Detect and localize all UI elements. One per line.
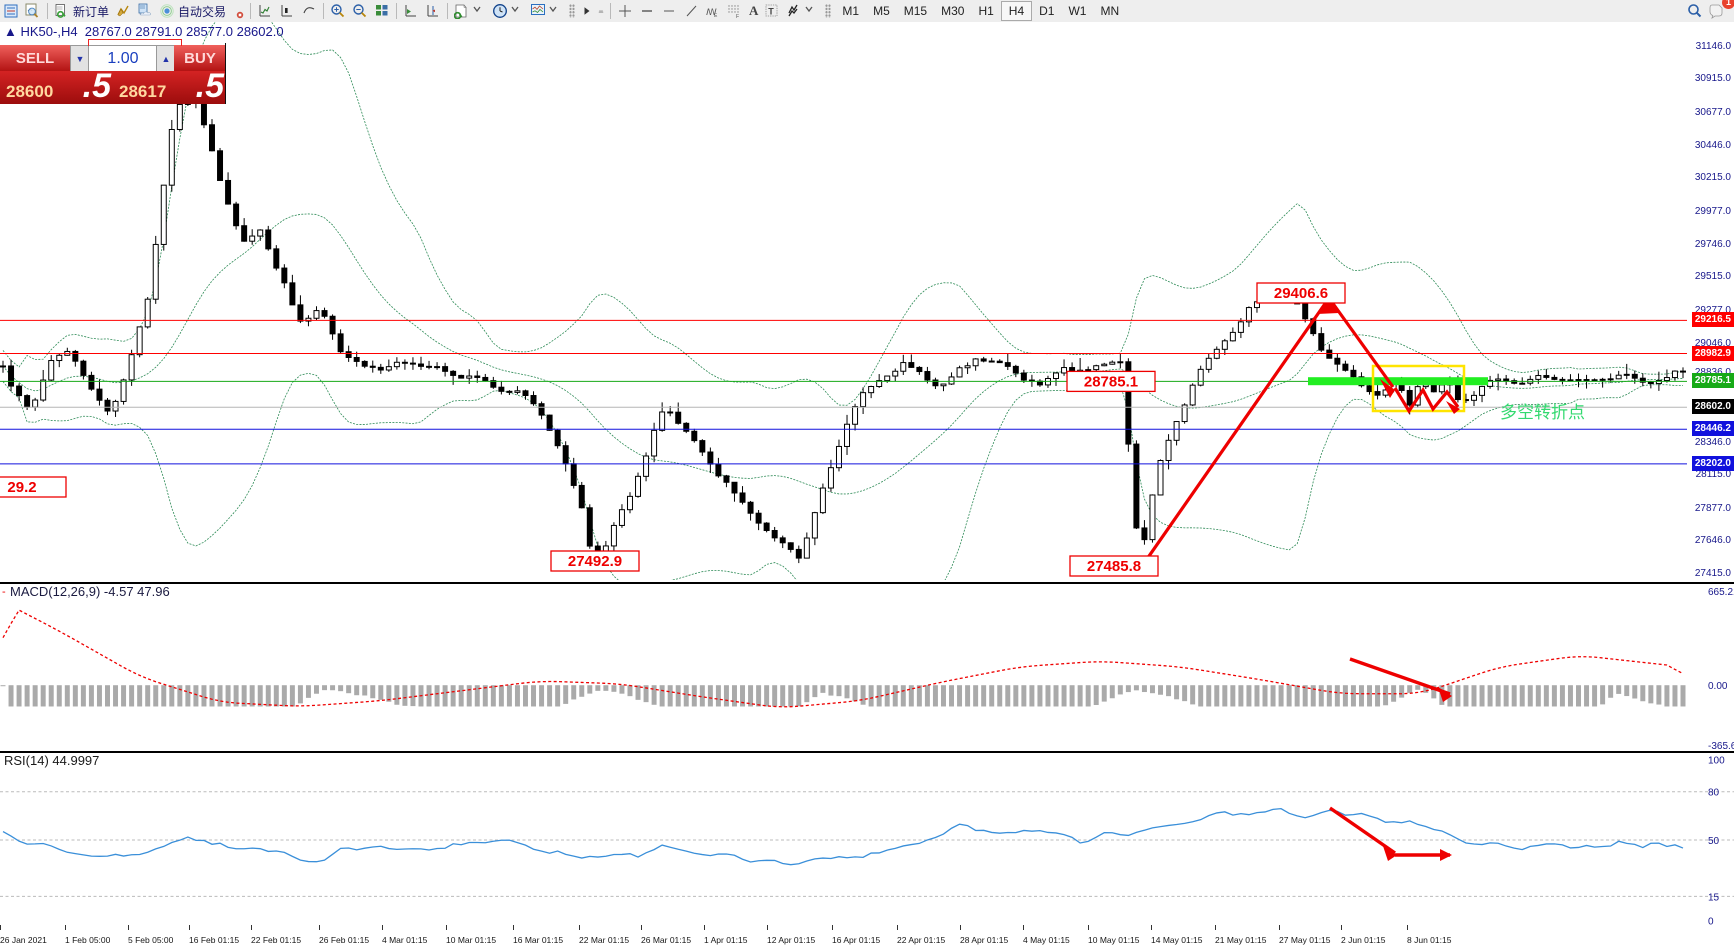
svg-text:15: 15 <box>1708 892 1720 903</box>
svg-text:0.00: 0.00 <box>1708 681 1728 692</box>
svg-text:RSI(14) 44.9997: RSI(14) 44.9997 <box>4 753 99 768</box>
svg-text:F: F <box>736 14 739 19</box>
svg-text:27485.8: 27485.8 <box>1087 558 1141 575</box>
svg-text:多空转折点: 多空转折点 <box>1500 403 1585 422</box>
svg-text:665.21: 665.21 <box>1708 587 1734 598</box>
svg-text:29406.6: 29406.6 <box>1274 285 1328 302</box>
svg-text:80: 80 <box>1708 788 1720 799</box>
svg-text:MACD(12,26,9) -4.57 47.96: MACD(12,26,9) -4.57 47.96 <box>10 584 170 599</box>
svg-text:E: E <box>714 13 718 19</box>
svg-text:28785.1: 28785.1 <box>1084 373 1138 390</box>
svg-text:T: T <box>769 7 775 17</box>
svg-text:100: 100 <box>1708 756 1725 767</box>
svg-text:-: - <box>2 586 6 598</box>
svg-text:27492.9: 27492.9 <box>568 553 622 570</box>
svg-text:50: 50 <box>1708 836 1720 847</box>
svg-text:29.2: 29.2 <box>7 479 36 496</box>
svg-text:0: 0 <box>1708 917 1714 928</box>
